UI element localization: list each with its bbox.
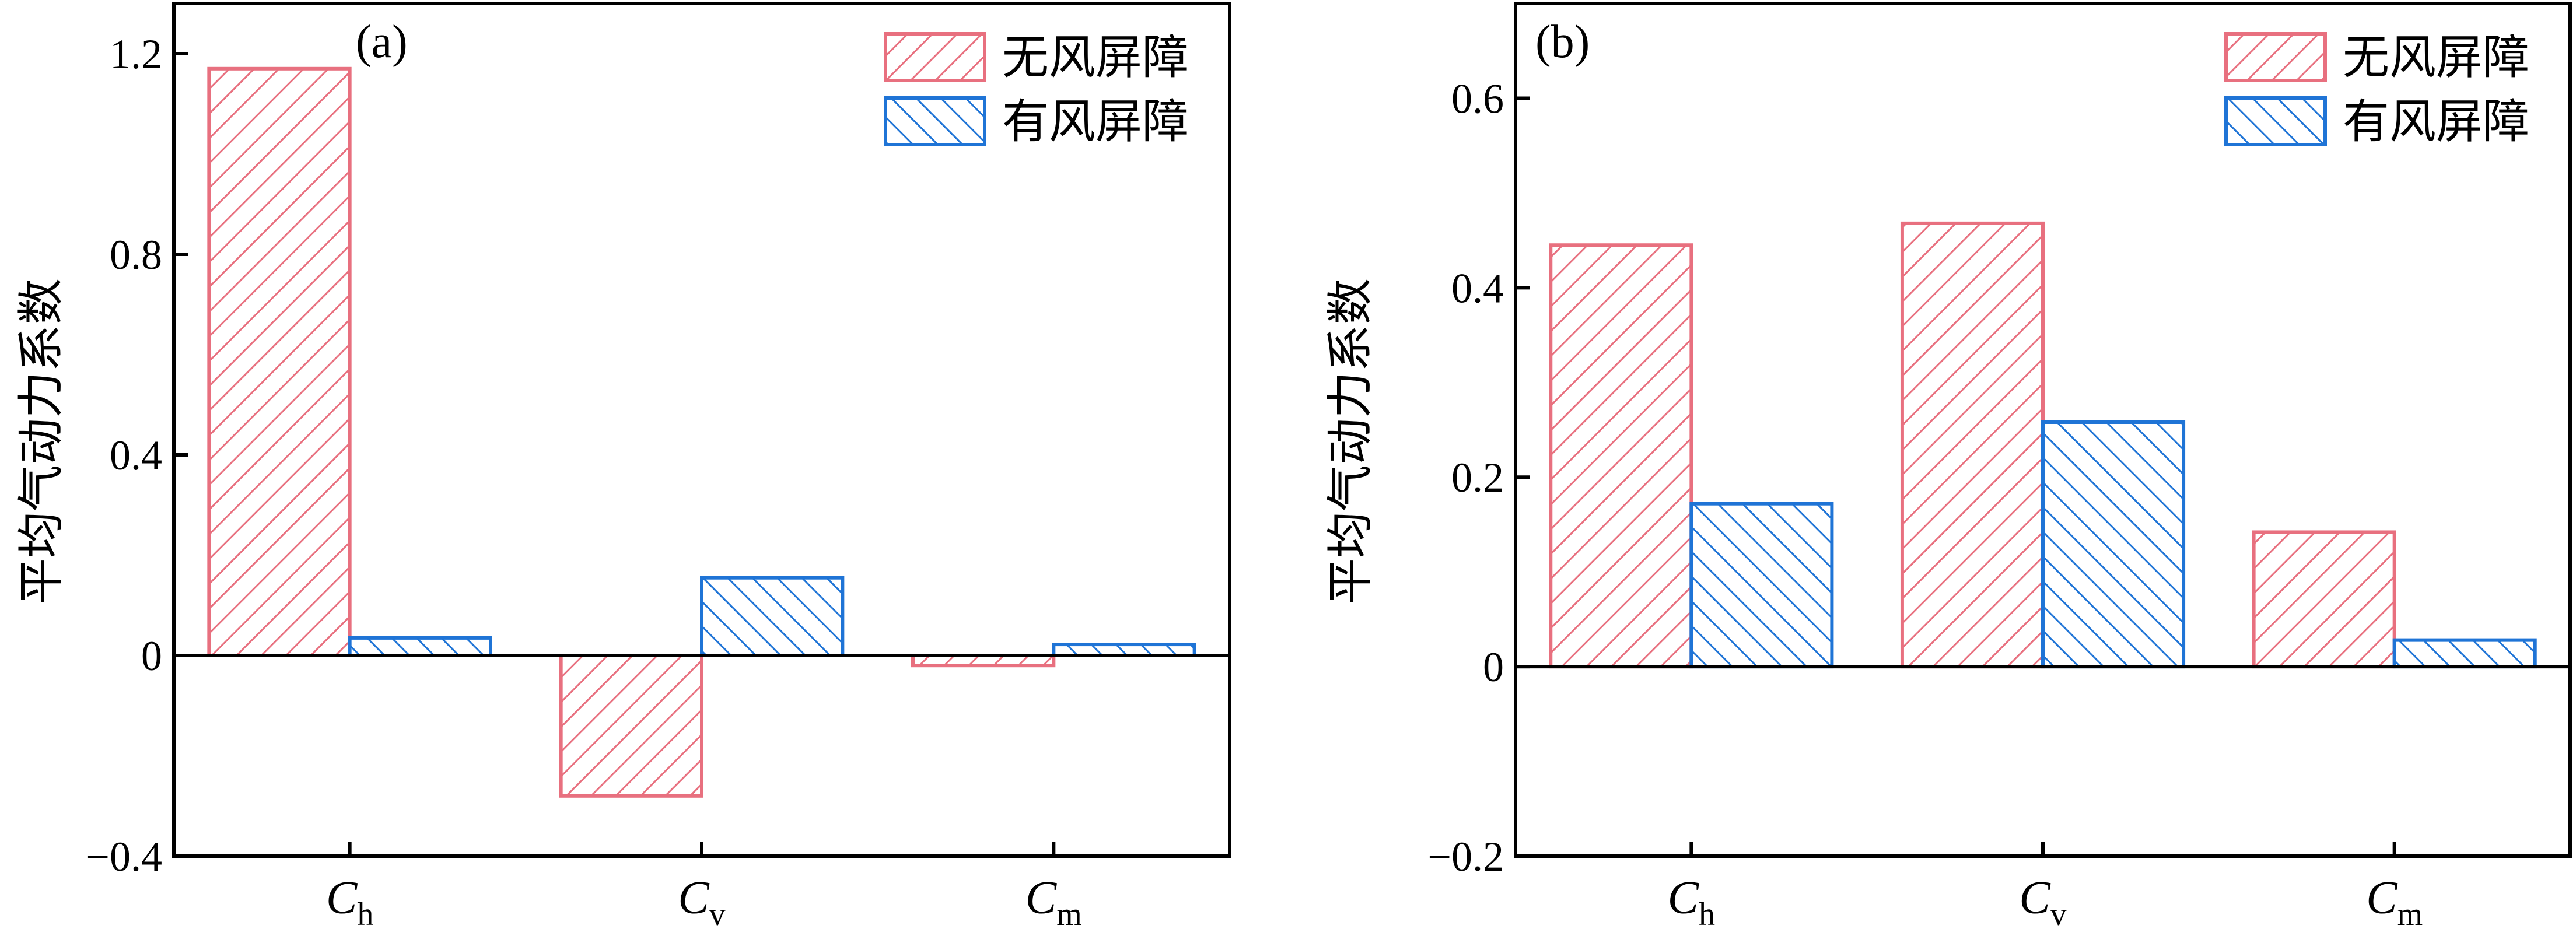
panel-label: (b) — [1535, 16, 1590, 68]
y-tick-label: 0.4 — [110, 432, 162, 479]
x-category-label: Ch — [1668, 872, 1715, 933]
bar-with-barrier-v — [2041, 420, 2186, 669]
legend-label-with-barrier: 有风屏障 — [1002, 94, 1189, 149]
y-tick-label: 0 — [1483, 644, 1504, 690]
y-tick-label: 0 — [141, 633, 162, 679]
legend-label-no-barrier: 无风屏障 — [2343, 30, 2529, 85]
legend-label-with-barrier: 有风屏障 — [2343, 94, 2529, 149]
x-category-label: Cv — [678, 872, 725, 933]
bar-no-barrier-v — [1900, 221, 2045, 669]
y-tick-label: 1.2 — [110, 31, 162, 78]
x-category-label: Cm — [1026, 872, 1082, 933]
x-category-label: Cm — [2366, 872, 2423, 933]
y-tick-label: 0.6 — [1451, 75, 1504, 122]
legend-swatch-with-barrier — [2224, 96, 2327, 146]
panel-label: (a) — [356, 16, 408, 68]
bar-no-barrier-h — [1549, 243, 1693, 669]
bar-with-barrier-h — [348, 636, 493, 658]
bar-with-barrier-m — [2392, 638, 2537, 669]
legend-label-no-barrier: 无风屏障 — [1002, 30, 1189, 85]
legend-swatch-with-barrier — [884, 96, 986, 146]
y-tick-label: 0.2 — [1451, 454, 1504, 501]
x-category-label: Cv — [2019, 872, 2066, 933]
x-category-label: Ch — [326, 872, 373, 933]
bar-no-barrier-h — [207, 66, 352, 658]
bar-no-barrier-m — [2252, 530, 2396, 669]
y-tick-label: 0.8 — [110, 232, 162, 278]
y-tick-label: 0.4 — [1451, 265, 1504, 311]
y-axis-label: 平均气动力系数 — [14, 278, 68, 605]
y-axis-label: 平均气动力系数 — [1323, 278, 1377, 605]
bar-no-barrier-v — [559, 654, 704, 798]
legend-swatch-no-barrier — [884, 32, 986, 82]
y-tick-label: −0.4 — [86, 833, 162, 880]
legend-swatch-no-barrier — [2224, 32, 2327, 82]
bar-with-barrier-v — [700, 576, 845, 658]
bar-with-barrier-h — [1689, 502, 1834, 669]
y-tick-label: −0.2 — [1427, 833, 1504, 880]
